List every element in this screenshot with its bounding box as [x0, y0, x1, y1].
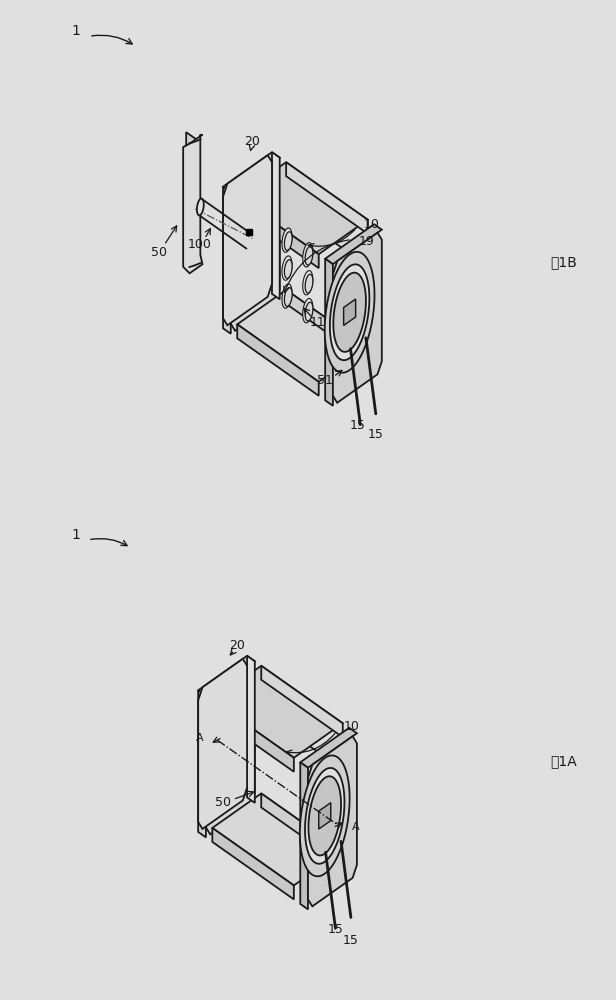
Polygon shape [213, 793, 342, 885]
Polygon shape [302, 243, 313, 267]
Polygon shape [224, 736, 237, 763]
Polygon shape [282, 256, 292, 280]
Polygon shape [286, 162, 368, 234]
Text: 20: 20 [230, 639, 246, 652]
Polygon shape [233, 192, 278, 300]
Polygon shape [300, 755, 350, 876]
Polygon shape [305, 768, 344, 864]
Polygon shape [198, 690, 206, 837]
Text: 图1A: 图1A [551, 754, 577, 768]
Text: A: A [352, 822, 359, 832]
Text: 50: 50 [151, 246, 167, 259]
Polygon shape [248, 192, 357, 366]
Polygon shape [198, 656, 255, 696]
Polygon shape [223, 187, 231, 334]
Polygon shape [198, 659, 247, 829]
Polygon shape [300, 762, 308, 909]
Polygon shape [249, 232, 261, 259]
Polygon shape [237, 162, 368, 254]
Polygon shape [305, 274, 313, 293]
Polygon shape [282, 228, 292, 252]
Polygon shape [197, 199, 204, 215]
Polygon shape [330, 264, 370, 360]
Text: 15: 15 [350, 419, 366, 432]
Polygon shape [344, 299, 355, 325]
Polygon shape [183, 135, 203, 273]
Polygon shape [318, 803, 331, 829]
Polygon shape [261, 793, 342, 865]
Text: 20: 20 [245, 135, 261, 148]
Polygon shape [231, 161, 280, 331]
Polygon shape [302, 298, 313, 323]
Polygon shape [344, 299, 355, 325]
Polygon shape [325, 252, 375, 373]
Text: 11: 11 [310, 316, 326, 329]
Polygon shape [213, 666, 342, 758]
Polygon shape [300, 728, 357, 768]
Polygon shape [213, 700, 294, 772]
Polygon shape [239, 206, 272, 285]
Polygon shape [325, 259, 333, 406]
Polygon shape [309, 776, 341, 855]
Text: 10: 10 [344, 720, 360, 733]
Text: 19: 19 [359, 235, 375, 248]
Text: 图1B: 图1B [551, 256, 577, 270]
Text: 51: 51 [317, 374, 333, 387]
Polygon shape [325, 224, 382, 264]
Polygon shape [223, 152, 280, 192]
Polygon shape [282, 284, 292, 308]
Polygon shape [286, 290, 368, 361]
Polygon shape [330, 264, 370, 360]
Text: A: A [196, 733, 203, 743]
Text: 15: 15 [342, 934, 359, 947]
Text: 50: 50 [215, 796, 231, 809]
Polygon shape [272, 152, 280, 299]
Text: 15: 15 [328, 923, 344, 936]
Polygon shape [305, 768, 344, 864]
Polygon shape [214, 710, 246, 789]
Polygon shape [223, 155, 272, 325]
Polygon shape [285, 260, 292, 278]
Text: 1: 1 [71, 528, 81, 542]
Text: 15: 15 [367, 428, 383, 441]
Polygon shape [318, 803, 331, 829]
Text: 1: 1 [71, 24, 81, 38]
Polygon shape [247, 656, 255, 803]
Polygon shape [300, 755, 350, 876]
Polygon shape [308, 736, 357, 906]
Polygon shape [285, 288, 292, 306]
Polygon shape [305, 302, 313, 321]
Polygon shape [224, 695, 331, 870]
Polygon shape [213, 828, 294, 899]
Polygon shape [302, 271, 313, 295]
Polygon shape [305, 246, 313, 265]
Polygon shape [237, 324, 318, 396]
Polygon shape [237, 197, 318, 268]
Polygon shape [261, 666, 342, 737]
Polygon shape [208, 695, 253, 803]
Text: 10: 10 [364, 218, 379, 231]
Text: 100: 100 [188, 238, 211, 251]
Polygon shape [237, 290, 368, 382]
Polygon shape [186, 132, 196, 269]
Polygon shape [333, 233, 382, 403]
Polygon shape [206, 664, 255, 834]
Polygon shape [333, 273, 366, 352]
Polygon shape [285, 232, 292, 250]
Polygon shape [325, 252, 375, 373]
